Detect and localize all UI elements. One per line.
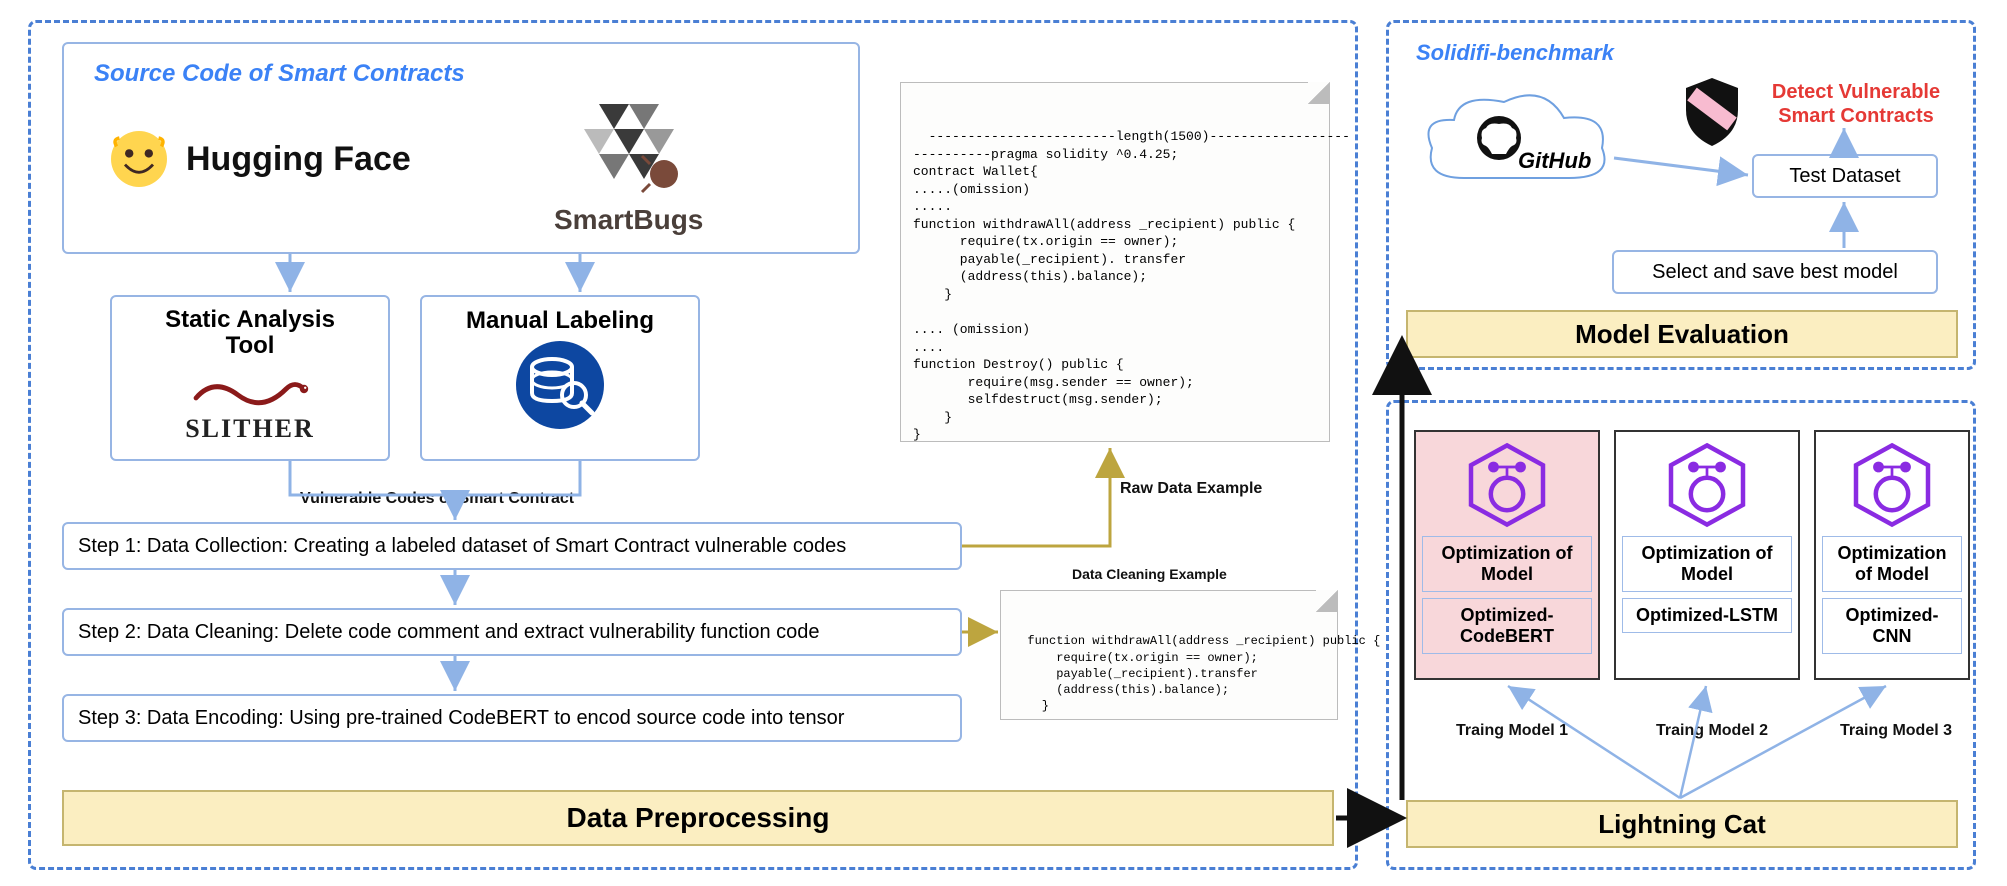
model-hex-icon-1	[1462, 440, 1552, 530]
step2-box: Step 2: Data Cleaning: Delete code comme…	[62, 608, 962, 656]
static-tool-title: Static Analysis Tool	[150, 307, 350, 360]
huggingface-text: Hugging Face	[186, 140, 411, 179]
static-analysis-box: Static Analysis Tool SLITHER	[110, 295, 390, 461]
vulnerable-codes-label: Vulnerable Codes of Smart Contract	[300, 490, 574, 508]
model2-card: Optimization of Model Optimized-LSTM	[1614, 430, 1800, 680]
train1-label: Traing Model 1	[1456, 722, 1568, 740]
github-text: GitHub	[1518, 148, 1591, 174]
slither-text: SLITHER	[185, 414, 315, 444]
model-evaluation-footer: Model Evaluation	[1406, 310, 1958, 358]
select-save-text: Select and save best model	[1652, 261, 1898, 284]
manual-labeling-title: Manual Labeling	[466, 307, 654, 335]
model-hex-icon-3	[1847, 440, 1937, 530]
raw-example-label: Raw Data Example	[1120, 480, 1262, 498]
raw-data-note: ------------------------length(1500)----…	[900, 82, 1330, 442]
shield-icon	[1680, 76, 1744, 150]
step3-text: Step 3: Data Encoding: Using pre-trained…	[78, 707, 844, 730]
huggingface-logo: Hugging Face	[104, 124, 411, 194]
model3-name: Optimized-CNN	[1822, 598, 1962, 654]
model2-opt: Optimization of Model	[1622, 536, 1792, 592]
smartbugs-logo: SmartBugs	[554, 94, 703, 236]
train3-label: Traing Model 3	[1840, 722, 1952, 740]
smartbugs-text: SmartBugs	[554, 204, 703, 236]
model1-card: Optimization of Model Optimized-CodeBERT	[1414, 430, 1600, 680]
source-code-title: Source Code of Smart Contracts	[94, 60, 465, 88]
step1-text: Step 1: Data Collection: Creating a labe…	[78, 535, 846, 558]
solidifi-title: Solidifi-benchmark	[1416, 40, 1614, 66]
database-search-icon	[510, 335, 610, 435]
model3-opt: Optimization of Model	[1822, 536, 1962, 592]
detect-text: Detect Vulnerable Smart Contracts	[1772, 81, 1940, 127]
step3-box: Step 3: Data Encoding: Using pre-trained…	[62, 694, 962, 742]
source-code-box: Source Code of Smart Contracts Hugging F…	[62, 42, 860, 254]
clean-data-note: function withdrawAll(address _recipient)…	[1000, 590, 1338, 720]
model1-opt: Optimization of Model	[1422, 536, 1592, 592]
smartbugs-icon	[564, 94, 694, 204]
lightning-cat-footer: Lightning Cat	[1406, 800, 1958, 848]
step1-box: Step 1: Data Collection: Creating a labe…	[62, 522, 962, 570]
data-preprocessing-footer: Data Preprocessing	[62, 790, 1334, 846]
raw-code-text: ------------------------length(1500)----…	[913, 129, 1350, 442]
lightning-cat-label: Lightning Cat	[1598, 809, 1766, 840]
select-save-box: Select and save best model	[1612, 250, 1938, 294]
train2-label: Traing Model 2	[1656, 722, 1768, 740]
data-preprocessing-label: Data Preprocessing	[567, 802, 830, 834]
detect-label: Detect Vulnerable Smart Contracts	[1756, 80, 1956, 128]
model-hex-icon-2	[1662, 440, 1752, 530]
model2-name: Optimized-LSTM	[1622, 598, 1792, 633]
huggingface-icon	[104, 124, 174, 194]
clean-code-text: function withdrawAll(address _recipient)…	[1013, 634, 1380, 713]
slither-icon	[190, 364, 310, 414]
model3-card: Optimization of Model Optimized-CNN	[1814, 430, 1970, 680]
step2-text: Step 2: Data Cleaning: Delete code comme…	[78, 621, 820, 644]
test-dataset-box: Test Dataset	[1752, 154, 1938, 198]
clean-example-label: Data Cleaning Example	[1072, 566, 1227, 582]
model1-name: Optimized-CodeBERT	[1422, 598, 1592, 654]
manual-labeling-box: Manual Labeling	[420, 295, 700, 461]
model-evaluation-label: Model Evaluation	[1575, 319, 1789, 350]
test-dataset-text: Test Dataset	[1789, 165, 1900, 188]
